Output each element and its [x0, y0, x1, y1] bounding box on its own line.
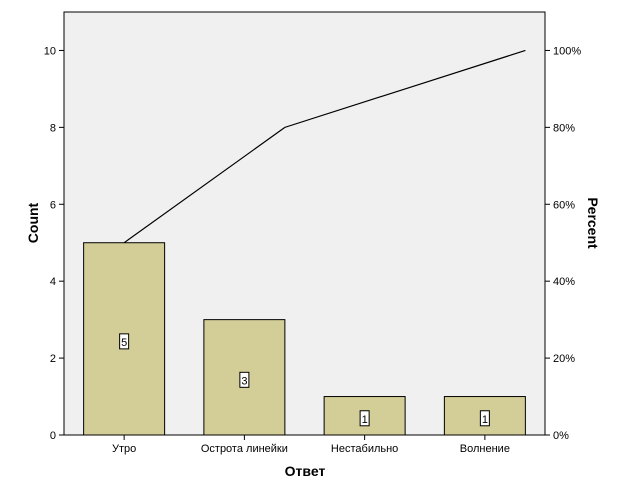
y-tick-label-5: 10: [44, 45, 56, 57]
x-tick-label-1: Острота линейки: [201, 443, 288, 455]
x-tick-label-0: Утро: [112, 443, 136, 455]
data-label-text-1: 3: [241, 375, 247, 387]
y2-tick-label-2: 40%: [553, 276, 575, 288]
x-tick-label-2: Нестабильно: [331, 443, 398, 455]
data-label-text-3: 1: [482, 414, 488, 426]
data-label-3: 1: [479, 410, 490, 427]
cumulative-percent-line: [123, 49, 526, 244]
y-tick-label-1: 2: [50, 353, 56, 365]
x-tick-label-3: Волнение: [460, 443, 510, 455]
data-label-text-2: 1: [362, 414, 368, 426]
data-label-1: 3: [239, 371, 250, 388]
y-tick-label-3: 6: [50, 199, 56, 211]
x-axis-title: Ответ: [285, 463, 326, 479]
data-label-2: 1: [359, 410, 370, 427]
data-label-box-1: [239, 371, 250, 388]
y-tick-label-0: 0: [50, 430, 56, 442]
y2-tick-label-5: 100%: [553, 45, 581, 57]
data-label-box-0: [119, 333, 130, 350]
y2-tick-label-0: 0%: [553, 430, 569, 442]
data-label-box-2: [359, 410, 370, 427]
y-tick-label-4: 8: [50, 122, 56, 134]
y2-tick-label-4: 80%: [553, 122, 575, 134]
data-label-0: 5: [119, 333, 130, 350]
y2-tick-label-1: 20%: [553, 353, 575, 365]
data-label-box-3: [479, 410, 490, 427]
y-axis-title: Count: [25, 202, 41, 243]
y2-axis-title: Percent: [585, 197, 601, 249]
y-tick-label-2: 4: [50, 276, 56, 288]
y2-tick-label-3: 60%: [553, 199, 575, 211]
data-label-text-0: 5: [121, 337, 127, 349]
